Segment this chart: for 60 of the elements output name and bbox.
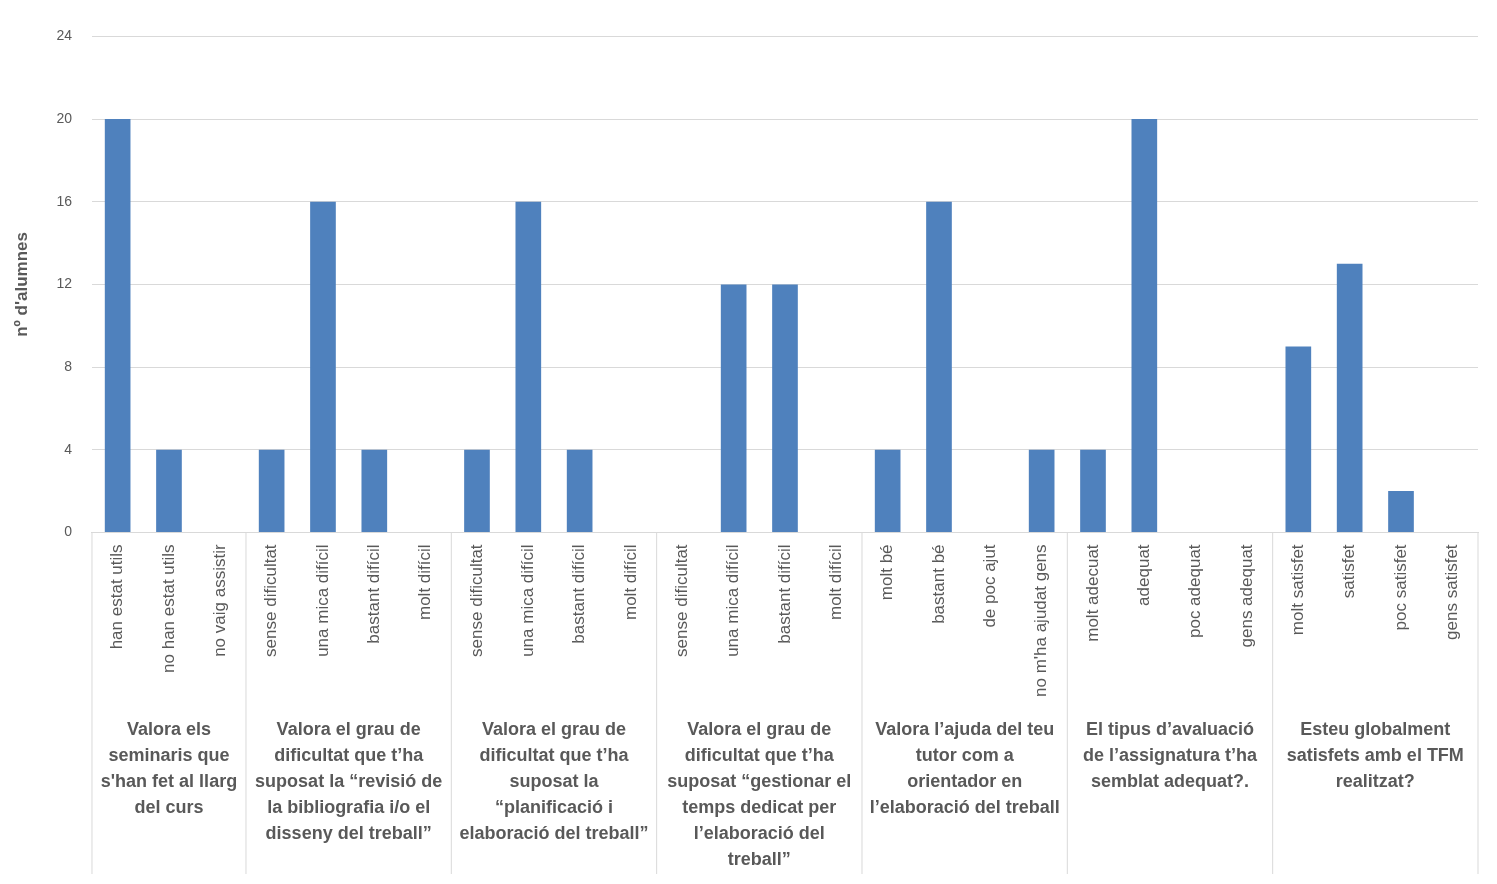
text: Valora el grau de dificultat que t’ha suposat la “revisió de la bibliografia i/o el disseny del treball” <box>255 718 443 843</box>
text: Esteu globalment satisfets amb el TFM realitzat? <box>1286 718 1464 791</box>
x-tick-label: poc adequat <box>1185 544 1205 639</box>
bar <box>1131 119 1158 532</box>
y-tick-label: 4 <box>64 440 73 457</box>
bar <box>1388 491 1414 532</box>
bar <box>926 201 952 532</box>
text: Valora els seminaris que s'han fet al llarg del curs <box>100 718 238 817</box>
bar <box>566 449 593 532</box>
bar <box>1336 263 1363 532</box>
x-tick-label: molt difícil <box>826 544 846 620</box>
x-tick-label: bastant difícil <box>569 544 589 644</box>
y-tick-label: 16 <box>56 192 73 209</box>
y-tick-label: 20 <box>56 109 73 126</box>
x-tick-label: bastant bé <box>928 544 948 624</box>
x-tick-label: una mica difícil <box>518 544 537 657</box>
y-tick-label: 24 <box>56 27 73 44</box>
x-tick-label: satisfet <box>1339 544 1359 599</box>
x-tick-label: una mica difícil <box>312 544 332 657</box>
x-tick-label: molt satisfet <box>1288 544 1308 636</box>
x-tick-label: bastant difícil <box>364 544 383 644</box>
x-tick-label: no han estat utils <box>158 544 178 673</box>
x-tick-label: han estat utils <box>107 544 127 650</box>
x-tick-label: sense dificultat <box>672 544 691 657</box>
bar <box>1028 449 1055 532</box>
bar <box>156 449 182 532</box>
bar <box>874 449 901 532</box>
x-tick-label: sense dificultat <box>466 544 486 657</box>
bar <box>464 449 490 532</box>
bar <box>258 449 285 532</box>
x-tick-label: gens adequat <box>1236 544 1256 648</box>
bar <box>515 201 542 532</box>
bar <box>1285 346 1312 532</box>
text: Valora l’ajuda del teu tutor com a orientador en l’elaboració del treball <box>869 718 1060 817</box>
x-tick-label: molt difícil <box>620 544 640 620</box>
x-tick-label: poc satisfet <box>1390 544 1410 631</box>
bar <box>361 449 388 532</box>
bar <box>1080 449 1106 532</box>
text: Valora el grau de dificultat que t’ha suposat la “planificació i elaboració del treball” <box>459 718 649 843</box>
bar <box>310 201 336 532</box>
y-axis-title: nº d'alumnes <box>11 232 31 337</box>
x-tick-label: no vaig assistir <box>210 544 229 657</box>
bar <box>772 284 798 532</box>
bar <box>104 119 131 532</box>
x-tick-label: bastant difícil <box>774 544 794 644</box>
x-tick-label: gens satisfet <box>1442 544 1462 640</box>
x-tick-label: molt bé <box>877 544 897 601</box>
x-tick-label: molt adecuat <box>1082 544 1102 642</box>
y-tick-label: 8 <box>64 357 73 374</box>
y-tick-label: 12 <box>56 275 73 292</box>
x-tick-label: adequat <box>1134 544 1154 606</box>
x-tick-label: una mica difícil <box>723 544 743 657</box>
x-tick-label: no m'ha ajudat gens <box>1031 544 1051 697</box>
bar <box>720 284 747 532</box>
text: Valora el grau de dificultat que t’ha suposat “gestionar el temps dedicat per l’elaboració del treball” <box>667 718 852 869</box>
x-tick-label: molt difícil <box>415 544 435 620</box>
y-tick-label: 0 <box>64 523 73 540</box>
text: El tipus d’avaluació de l’assignatura t’ha semblat adequat?. <box>1082 718 1258 791</box>
x-tick-label: de poc ajut <box>980 544 1000 628</box>
x-tick-label: sense dificultat <box>261 544 281 657</box>
